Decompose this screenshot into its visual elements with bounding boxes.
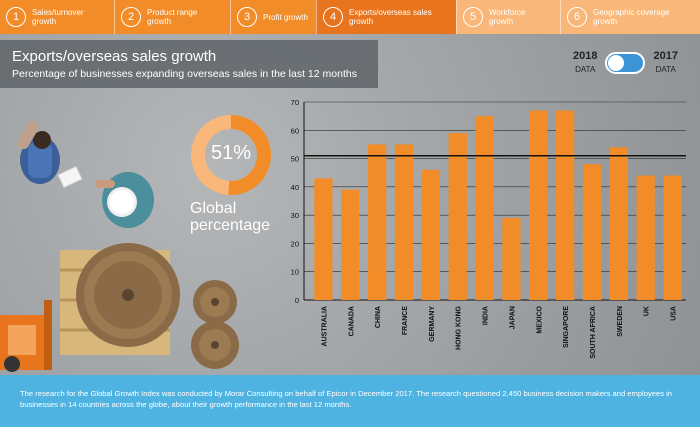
- page-header: Exports/overseas sales growth Percentage…: [0, 40, 378, 88]
- bar: [502, 217, 521, 300]
- tab-number: 3: [237, 7, 257, 27]
- bar: [448, 133, 467, 300]
- donut-value-arc: [191, 115, 271, 195]
- bar: [421, 169, 440, 300]
- y-tick-label: 0: [295, 296, 299, 305]
- section-tabs: 1 Sales/turnover growth 2 Product range …: [0, 0, 700, 34]
- global-percentage-donut: [191, 115, 271, 195]
- year-2017-label[interactable]: 2017 DATA: [653, 50, 677, 76]
- year-toggle-switch[interactable]: [605, 52, 646, 74]
- year-2018-label[interactable]: 2018 DATA: [573, 50, 597, 76]
- global-label-line2: percentage: [190, 217, 271, 234]
- bar: [609, 147, 628, 300]
- x-tick-label: CANADA: [348, 306, 355, 336]
- tab-number: 2: [121, 7, 141, 27]
- x-tick-label: AUSTRALIA: [321, 306, 328, 346]
- year-2018: 2018: [573, 50, 598, 62]
- tab-number: 6: [567, 7, 587, 27]
- bar: [529, 110, 548, 300]
- tab-workforce[interactable]: 5 Workforce growth: [456, 0, 560, 34]
- bar: [314, 178, 333, 300]
- tab-number: 4: [323, 7, 343, 27]
- small-paper-roll-icon: [191, 280, 239, 369]
- tab-number: 5: [463, 7, 483, 27]
- year-2017: 2017: [653, 50, 678, 62]
- x-tick-label: SINGAPORE: [563, 306, 570, 348]
- year-2018-sub: DATA: [575, 65, 596, 74]
- bar: [582, 164, 602, 300]
- person-with-tablet-icon: [17, 120, 83, 189]
- y-tick-label: 70: [291, 98, 299, 107]
- bar: [341, 189, 360, 300]
- x-tick-label: MEXICO: [536, 305, 543, 333]
- y-tick-label: 60: [291, 126, 299, 135]
- tab-label: Product range growth: [147, 8, 198, 26]
- tab-label: Exports/overseas sales growth: [349, 8, 432, 26]
- tab-label: Profit growth: [263, 12, 308, 22]
- bar: [636, 175, 655, 300]
- bar: [368, 144, 387, 300]
- global-percentage-label: Global percentage: [190, 200, 270, 234]
- y-tick-label: 50: [291, 155, 299, 164]
- paper-roll-pallet-icon: [60, 243, 180, 355]
- y-tick-label: 20: [291, 239, 299, 248]
- warehouse-illustration: [0, 120, 239, 372]
- tab-label: Workforce growth: [489, 8, 526, 26]
- footer-note: The research for the Global Growth Index…: [0, 375, 700, 427]
- bar: [394, 144, 414, 300]
- tab-exports-active[interactable]: 4 Exports/overseas sales growth: [316, 0, 456, 34]
- footer-text: The research for the Global Growth Index…: [20, 389, 673, 409]
- y-tick-label: 10: [291, 268, 299, 277]
- tab-sales-turnover[interactable]: 1 Sales/turnover growth: [0, 0, 114, 34]
- y-tick-label: 40: [291, 183, 299, 192]
- tab-label: Geographic coverage growth: [593, 8, 670, 26]
- forklift-icon: [0, 300, 52, 372]
- x-tick-label: USA: [671, 306, 678, 321]
- exports-bar-chart: 0 10 20 30 40 50 60 70 AUSTRALIA CANADA CHINA FRANC…: [291, 98, 686, 359]
- tab-product-range[interactable]: 2 Product range growth: [114, 0, 230, 34]
- x-tick-label: SOUTH AFRICA: [590, 306, 597, 359]
- x-tick-label: FRANCE: [402, 306, 409, 335]
- x-tick-label: UK: [644, 306, 651, 316]
- year-2017-sub: DATA: [655, 65, 676, 74]
- x-tick-label: SWEDEN: [617, 306, 624, 337]
- y-tick-label: 30: [291, 211, 299, 220]
- worker-hardhat-icon: [95, 172, 154, 228]
- tab-profit[interactable]: 3 Profit growth: [230, 0, 316, 34]
- toggle-knob: [608, 55, 625, 71]
- year-toggle: 2018 DATA 2017 DATA: [573, 50, 678, 76]
- tab-label: Sales/turnover growth: [32, 8, 84, 26]
- x-tick-label: CHINA: [375, 306, 382, 328]
- global-percentage-value: 51%: [210, 142, 252, 164]
- x-tick-label: INDIA: [483, 306, 490, 325]
- x-tick-label: HONG KONG: [456, 305, 463, 350]
- x-tick-label: JAPAN: [509, 306, 516, 329]
- bar: [475, 116, 494, 300]
- tab-geographic[interactable]: 6 Geographic coverage growth: [560, 0, 700, 34]
- page-title: Exports/overseas sales growth: [12, 48, 217, 65]
- page-subtitle: Percentage of businesses expanding overs…: [12, 68, 357, 80]
- bar: [663, 175, 682, 300]
- bar: [556, 110, 575, 300]
- x-tick-label: GERMANY: [429, 306, 436, 342]
- global-label-line1: Global: [190, 200, 237, 217]
- tab-number: 1: [6, 7, 26, 27]
